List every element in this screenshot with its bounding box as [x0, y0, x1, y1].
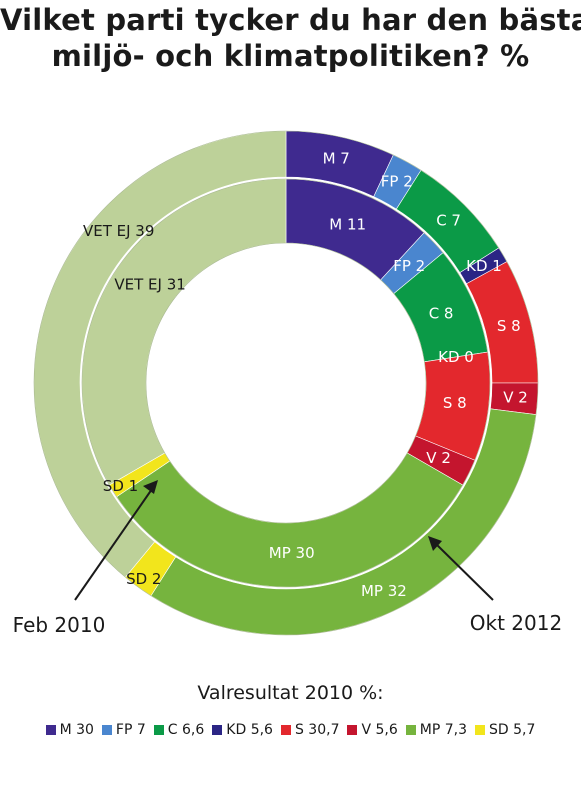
- outer-slice-c-label: C 7: [436, 211, 461, 229]
- legend-item-sd: SD 5,7: [475, 722, 535, 738]
- legend-label: SD 5,7: [489, 722, 536, 738]
- legend-item-fp: FP 7: [101, 722, 146, 738]
- legend-swatch: [347, 725, 358, 735]
- outer-slice-v-label: V 2: [503, 388, 528, 406]
- slice-labels: M 7 FP 2 C 7 KD 1 S 8 V 2 MP 32 SD 2 VET EJ 39 M …: [33, 130, 539, 636]
- outer-ring-outline: [33, 130, 539, 636]
- legend-label: MP 7,3: [419, 722, 468, 738]
- ring-divider: [81, 178, 491, 588]
- inner-slice-mp-label: MP 30: [269, 544, 315, 562]
- inner-slice-kd-label: KD 0: [438, 348, 474, 366]
- callout-label-okt-2012: Okt 2012: [470, 611, 562, 635]
- callout-arrow-feb-2010: [74, 488, 153, 601]
- legend-item-m: M 30: [45, 722, 94, 738]
- outer-ring-okt-2012: [33, 130, 539, 636]
- inner-ring-outline: [145, 242, 427, 524]
- callout-arrowhead-okt-2012: [428, 536, 442, 551]
- callout-arrow-okt-2012: [433, 541, 494, 601]
- legend-label: S 30,7: [294, 722, 340, 738]
- legend-title: Valresultat 2010 %:: [197, 682, 384, 704]
- legend-swatch: [475, 725, 486, 735]
- callout-arrowhead-feb-2010: [143, 480, 158, 494]
- chart-title-line-1: Vilket parti tycker du har den bästa: [0, 3, 581, 37]
- inner-ring-feb-2010: [81, 178, 491, 588]
- outer-slice-sd-label: SD 2: [126, 570, 161, 588]
- outer-slice-kd-label: KD 1: [466, 257, 502, 275]
- outer-slice-m-label: M 7: [323, 150, 350, 168]
- legend-swatch: [101, 725, 112, 735]
- chart-title: Vilket parti tycker du har den bästa mil…: [0, 2, 581, 74]
- inner-slice-m-label: M 11: [329, 216, 366, 234]
- inner-slice-fp-label: FP 2: [393, 257, 425, 275]
- inner-slice-sd-label: SD 1: [103, 477, 138, 495]
- legend-item-mp: MP 7,3: [405, 722, 468, 738]
- legend-swatch: [153, 725, 164, 735]
- chart-title-line-2: miljö- och klimatpolitiken? %: [51, 39, 530, 73]
- inner-slice-v-label: V 2: [426, 449, 451, 467]
- legend-item-c: C 6,6: [153, 722, 205, 738]
- legend-item-v: V 5,6: [347, 722, 398, 738]
- legend-item-kd: KD 5,6: [212, 722, 273, 738]
- callout-label-feb-2010: Feb 2010: [13, 613, 106, 637]
- callouts: Feb 2010 Okt 2012: [13, 480, 562, 637]
- legend-label: V 5,6: [361, 722, 398, 738]
- legend-label: M 30: [59, 722, 94, 738]
- legend-swatch: [405, 725, 416, 735]
- outer-slice-fp-label: FP 2: [381, 172, 413, 190]
- legend-item-s: S 30,7: [280, 722, 340, 738]
- outer-slice-mp-label: MP 32: [361, 582, 407, 600]
- legend-label: FP 7: [115, 722, 146, 738]
- legend-label: KD 5,6: [226, 722, 273, 738]
- legend-swatch: [212, 725, 223, 735]
- legend: M 30 FP 7 C 6,6 KD 5,6 S 30,7 V 5,6 MP 7,3 SD 5…: [0, 722, 581, 738]
- legend-swatch: [280, 725, 291, 735]
- inner-slice-c-label: C 8: [429, 304, 454, 322]
- outer-slice-vet-ej-label: VET EJ 39: [83, 222, 154, 240]
- outer-slice-s-label: S 8: [497, 317, 521, 335]
- inner-slice-vet-ej-label: VET EJ 31: [114, 275, 185, 293]
- inner-slice-s-label: S 8: [443, 394, 467, 412]
- legend-swatch: [45, 725, 56, 735]
- legend-label: C 6,6: [167, 722, 205, 738]
